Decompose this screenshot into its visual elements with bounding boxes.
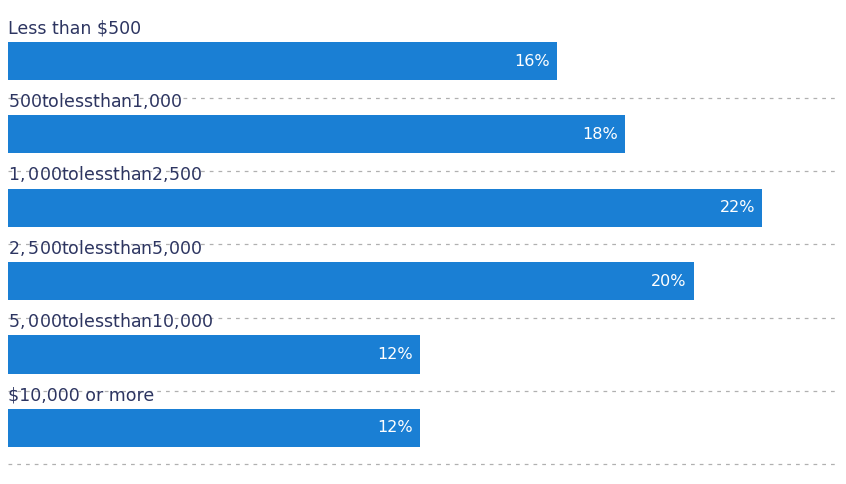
Bar bbox=[8, 189, 762, 227]
Bar bbox=[8, 42, 557, 80]
Text: Less than $500: Less than $500 bbox=[8, 19, 141, 38]
Text: $5,000 to less than $10,000: $5,000 to less than $10,000 bbox=[8, 311, 214, 331]
Bar bbox=[8, 408, 420, 447]
Text: $10,000 or more: $10,000 or more bbox=[8, 386, 155, 404]
Text: 12%: 12% bbox=[377, 420, 413, 435]
Text: 16%: 16% bbox=[514, 54, 550, 69]
Text: $500 to less than $1,000: $500 to less than $1,000 bbox=[8, 91, 183, 111]
Text: $1,000 to less than $2,500: $1,000 to less than $2,500 bbox=[8, 164, 203, 184]
Text: 12%: 12% bbox=[377, 347, 413, 362]
Bar bbox=[8, 335, 420, 374]
Text: 18%: 18% bbox=[583, 127, 618, 142]
Bar bbox=[8, 115, 625, 153]
Text: 20%: 20% bbox=[651, 273, 687, 288]
Text: 22%: 22% bbox=[720, 200, 755, 215]
Bar bbox=[8, 262, 694, 300]
Text: $2,500 to less than $5,000: $2,500 to less than $5,000 bbox=[8, 238, 203, 257]
